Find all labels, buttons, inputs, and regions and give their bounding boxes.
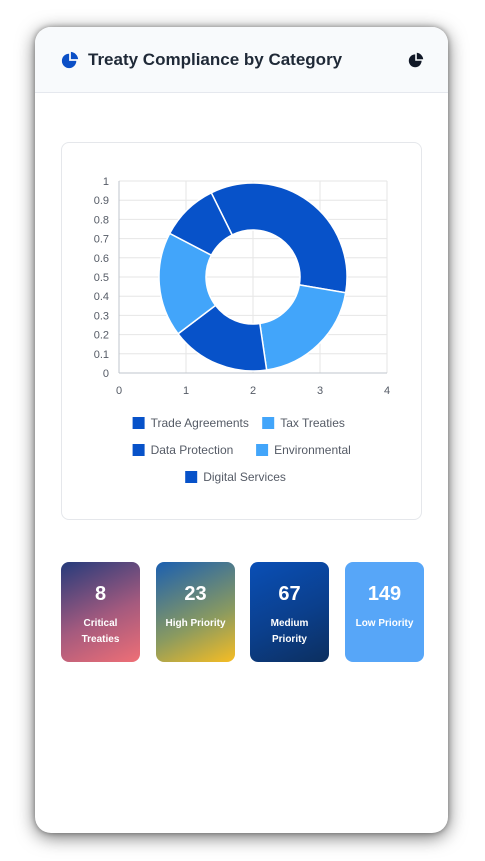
legend-item[interactable]: Trade Agreements (132, 416, 249, 430)
compliance-card: Treaty Compliance by Category 0 0.1 0.2 0.3… (35, 27, 448, 833)
legend-label: Tax Treaties (280, 416, 345, 430)
chart-pie-icon (61, 51, 79, 68)
legend-swatch (256, 444, 269, 456)
y-tick-label: 0.1 (94, 349, 109, 361)
legend-item[interactable]: Tax Treaties (262, 416, 345, 430)
legend-item[interactable]: Digital Services (185, 470, 286, 484)
chart-container: 0 0.1 0.2 0.3 0.4 0.5 0.6 0.7 0.8 0.9 1 0 1 2 3 4 Trade … (61, 142, 422, 520)
y-tick-label: 0.8 (94, 214, 109, 226)
y-tick-label: 0.7 (94, 234, 109, 246)
x-tick-label: 3 (317, 385, 323, 397)
y-tick-label: 0.3 (94, 310, 109, 322)
stat-label: Medium Priority (270, 618, 309, 645)
y-tick-label: 0 (103, 368, 109, 380)
stat-label: Critical Treaties (81, 618, 120, 645)
legend-swatch (262, 417, 275, 429)
legend-label: Data Protection (151, 443, 234, 457)
stats-row: 8 Critical Treaties 23 High Priority 67 … (61, 562, 424, 662)
stat-value: 67 (278, 583, 301, 605)
legend-swatch (185, 471, 198, 483)
stat-critical-treaties[interactable]: 8 Critical Treaties (61, 562, 140, 662)
y-tick-label: 0.9 (94, 195, 109, 207)
legend-item[interactable]: Data Protection (132, 443, 234, 457)
legend-item[interactable]: Environmental (256, 443, 351, 457)
card-title: Treaty Compliance by Category (88, 49, 343, 69)
x-tick-label: 0 (116, 385, 122, 397)
chart-pie-menu-icon[interactable] (408, 52, 424, 68)
legend-swatch (132, 417, 145, 429)
y-tick-label: 0.6 (94, 253, 109, 265)
stat-high-priority[interactable]: 23 High Priority (156, 562, 235, 662)
y-tick-label: 0.5 (94, 272, 109, 284)
legend-label: Trade Agreements (151, 416, 249, 430)
legend-swatch (132, 444, 145, 456)
stat-low-priority[interactable]: 149 Low Priority (345, 562, 424, 662)
x-tick-label: 1 (183, 385, 189, 397)
stat-value: 149 (367, 583, 402, 605)
stat-value: 23 (184, 583, 207, 605)
stat-label: Low Priority (355, 618, 414, 629)
doughnut-slice (168, 191, 234, 257)
legend-label: Digital Services (203, 470, 286, 484)
doughnut-slice (210, 182, 348, 294)
x-tick-label: 4 (384, 385, 390, 397)
stat-medium-priority[interactable]: 67 Medium Priority (250, 562, 329, 662)
x-tick-label: 2 (250, 385, 256, 397)
legend-label: Environmental (274, 443, 351, 457)
doughnut-slice (258, 284, 347, 371)
doughnut-chart: 0 0.1 0.2 0.3 0.4 0.5 0.6 0.7 0.8 0.9 1 0 1 2 3 4 Trade … (94, 176, 390, 484)
card-header: Treaty Compliance by Category (35, 27, 448, 93)
stat-label: High Priority (165, 618, 226, 629)
y-tick-label: 1 (103, 176, 109, 188)
stat-value: 8 (94, 583, 107, 605)
y-tick-label: 0.2 (94, 330, 109, 342)
y-tick-label: 0.4 (94, 291, 109, 303)
